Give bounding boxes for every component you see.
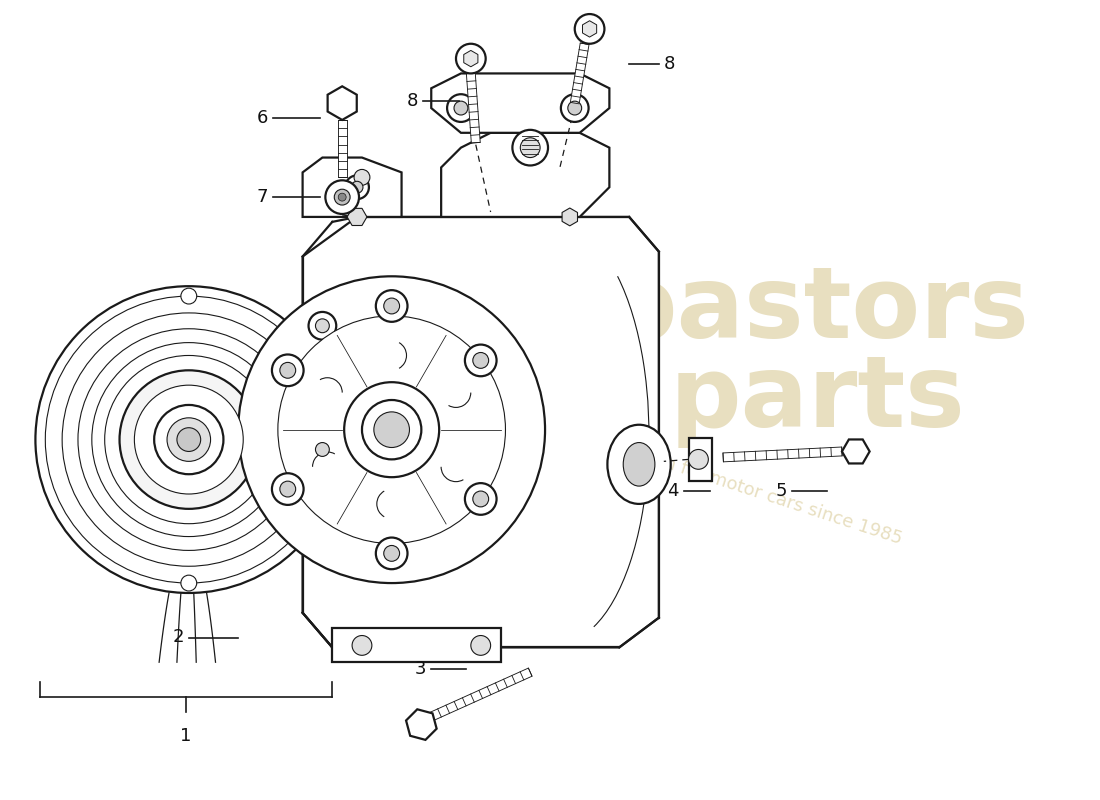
Polygon shape [441, 133, 609, 217]
Bar [689, 438, 713, 481]
Circle shape [376, 290, 407, 322]
Circle shape [154, 405, 223, 474]
Circle shape [316, 442, 329, 457]
Circle shape [354, 170, 370, 186]
Text: 5: 5 [776, 482, 788, 500]
Circle shape [465, 483, 496, 514]
Polygon shape [464, 50, 477, 66]
Text: 2: 2 [173, 629, 184, 646]
Text: pastors: pastors [605, 262, 1030, 359]
Circle shape [326, 180, 359, 214]
Circle shape [454, 101, 467, 115]
Circle shape [35, 286, 342, 593]
Polygon shape [302, 291, 358, 459]
Circle shape [520, 138, 540, 158]
Polygon shape [842, 439, 870, 463]
Circle shape [471, 635, 491, 655]
Polygon shape [328, 86, 356, 120]
Circle shape [272, 474, 304, 505]
Circle shape [473, 491, 488, 507]
Circle shape [104, 355, 273, 524]
Circle shape [180, 288, 197, 304]
Circle shape [279, 362, 296, 378]
Circle shape [447, 94, 475, 122]
Polygon shape [302, 158, 402, 217]
Circle shape [384, 546, 399, 562]
Circle shape [308, 312, 337, 340]
Text: 1: 1 [180, 726, 191, 745]
Circle shape [362, 400, 421, 459]
Polygon shape [406, 710, 437, 740]
Text: 8: 8 [407, 92, 418, 110]
Circle shape [574, 14, 604, 44]
Circle shape [167, 418, 210, 462]
Circle shape [352, 635, 372, 655]
Circle shape [120, 370, 258, 509]
Text: a passion for motor cars since 1985: a passion for motor cars since 1985 [591, 430, 904, 548]
Circle shape [45, 296, 332, 583]
Polygon shape [466, 73, 481, 143]
Circle shape [344, 382, 439, 477]
Circle shape [278, 316, 506, 543]
Circle shape [91, 342, 286, 537]
Circle shape [456, 44, 486, 74]
Circle shape [465, 345, 496, 376]
Text: 7: 7 [256, 188, 268, 206]
Ellipse shape [624, 442, 654, 486]
Circle shape [239, 276, 546, 583]
Circle shape [376, 538, 407, 570]
Circle shape [338, 193, 346, 201]
Polygon shape [332, 628, 500, 662]
Circle shape [180, 575, 197, 591]
Text: parts: parts [669, 351, 965, 449]
Polygon shape [302, 217, 659, 647]
Circle shape [134, 385, 243, 494]
Polygon shape [431, 74, 609, 133]
Circle shape [316, 319, 329, 333]
Circle shape [62, 313, 316, 566]
Circle shape [78, 329, 299, 550]
Circle shape [384, 298, 399, 314]
Circle shape [561, 94, 588, 122]
Polygon shape [570, 43, 589, 104]
Polygon shape [562, 208, 578, 226]
Circle shape [351, 182, 363, 193]
Polygon shape [723, 447, 843, 462]
Circle shape [177, 428, 200, 451]
Polygon shape [583, 21, 596, 37]
Text: 8: 8 [663, 54, 675, 73]
Polygon shape [348, 208, 367, 226]
Polygon shape [338, 120, 346, 178]
Circle shape [568, 101, 582, 115]
Circle shape [513, 130, 548, 166]
Ellipse shape [607, 425, 671, 504]
Circle shape [374, 412, 409, 447]
Text: 3: 3 [415, 660, 427, 678]
Circle shape [473, 353, 488, 368]
Text: 4: 4 [667, 482, 679, 500]
Circle shape [334, 190, 350, 205]
Polygon shape [429, 668, 532, 721]
Circle shape [279, 481, 296, 497]
Circle shape [308, 436, 337, 463]
Text: 6: 6 [256, 109, 268, 127]
Circle shape [272, 354, 304, 386]
Circle shape [345, 175, 368, 199]
Circle shape [689, 450, 708, 470]
